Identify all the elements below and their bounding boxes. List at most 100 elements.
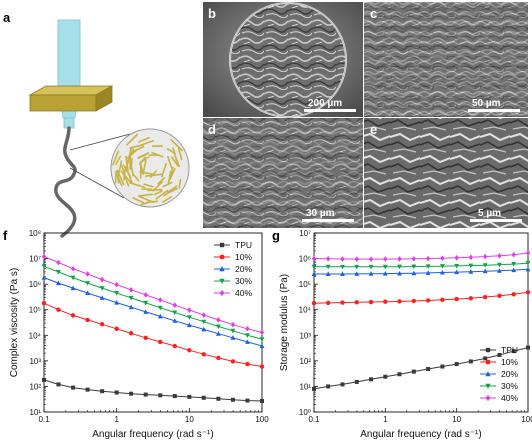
data-point — [99, 322, 105, 327]
data-point — [325, 271, 331, 276]
panel-label-c: c — [370, 6, 377, 21]
data-point — [468, 359, 473, 364]
data-point — [454, 362, 459, 367]
data-point — [483, 356, 488, 361]
series-10pct — [311, 290, 531, 306]
data-point — [230, 359, 236, 364]
data-point — [70, 275, 76, 281]
data-point — [397, 264, 402, 270]
fiber — [124, 175, 130, 187]
data-point — [259, 343, 265, 349]
fiber — [139, 171, 155, 176]
y-tick-label: 10⁰ — [299, 408, 311, 417]
data-point — [56, 269, 61, 275]
data-point — [230, 335, 236, 340]
data-point — [245, 339, 250, 344]
series-line — [43, 379, 263, 402]
series-line — [314, 268, 529, 275]
data-point — [340, 256, 345, 262]
legend-label: TPU — [501, 345, 518, 355]
data-point — [114, 326, 119, 331]
data-point — [354, 271, 360, 276]
x-axis-title: Angular frequency (rad s⁻¹) — [360, 429, 481, 440]
data-point — [201, 352, 206, 357]
data-point — [172, 318, 178, 323]
fiber — [137, 193, 153, 197]
legend: TPU 10% 20% 30% 40% — [480, 345, 518, 403]
data-point — [143, 335, 148, 340]
data-point — [114, 281, 119, 288]
data-point — [368, 264, 374, 270]
data-point — [41, 264, 47, 269]
data-point — [41, 275, 47, 280]
scale-bar-c — [468, 109, 520, 112]
data-point — [454, 255, 459, 261]
series-40pct — [41, 253, 265, 336]
y-tick-label: 10⁵ — [299, 280, 311, 289]
data-point — [482, 253, 488, 260]
plot-frame — [43, 232, 263, 413]
data-point — [99, 286, 105, 291]
legend-marker — [219, 278, 225, 284]
series-40pct — [311, 250, 531, 262]
data-point — [511, 251, 516, 258]
data-point — [114, 299, 120, 305]
data-point — [216, 355, 221, 361]
data-point — [70, 265, 76, 272]
data-point — [157, 313, 163, 319]
plate-front — [29, 94, 97, 112]
data-point — [172, 310, 178, 316]
data-point — [497, 268, 502, 273]
fiber — [112, 150, 120, 166]
aligned-fibers — [112, 133, 183, 206]
y-tick-label: 10⁷ — [29, 255, 41, 264]
data-point — [56, 259, 61, 266]
panel-label-g: g — [272, 228, 280, 243]
y-tick-label: 10⁶ — [299, 255, 311, 264]
data-point — [369, 377, 374, 382]
series-20pct — [311, 266, 531, 276]
data-point — [70, 285, 76, 291]
scale-bar-d — [302, 219, 354, 222]
scale-label-b: 200 µm — [308, 98, 342, 109]
data-point — [497, 262, 502, 268]
data-point — [411, 369, 416, 374]
legend-label: 30% — [501, 381, 518, 391]
sem-panel-c: c 50 µm — [364, 2, 528, 117]
plate-side — [95, 85, 113, 112]
data-point — [259, 364, 265, 369]
fiber — [114, 170, 117, 184]
data-point — [158, 393, 163, 398]
data-point — [71, 385, 76, 390]
data-point — [354, 300, 359, 305]
data-point — [440, 364, 445, 369]
data-point — [245, 325, 250, 332]
data-point — [468, 296, 474, 301]
data-point — [311, 271, 317, 276]
fiber — [142, 160, 147, 173]
data-point — [411, 264, 417, 270]
data-point — [468, 263, 474, 269]
legend-marker — [485, 394, 491, 402]
data-point — [325, 255, 331, 262]
data-point — [525, 250, 531, 256]
data-point — [128, 304, 134, 310]
fiber — [143, 183, 154, 188]
y-tick-label: 10⁷ — [299, 229, 311, 238]
legend-label: 40% — [235, 288, 252, 298]
fiber — [151, 151, 164, 158]
x-tick-label: 0.1 — [308, 415, 320, 424]
data-point — [85, 271, 90, 277]
data-point — [114, 390, 119, 395]
scale-bar-e — [470, 219, 522, 222]
data-point — [201, 312, 206, 318]
series-30pct — [41, 264, 265, 342]
data-point — [440, 297, 445, 302]
data-point — [114, 291, 120, 296]
zoom-line-top — [69, 133, 131, 151]
data-point — [41, 253, 47, 260]
data-point — [215, 331, 221, 336]
data-point — [85, 290, 90, 296]
fiber — [163, 185, 178, 197]
